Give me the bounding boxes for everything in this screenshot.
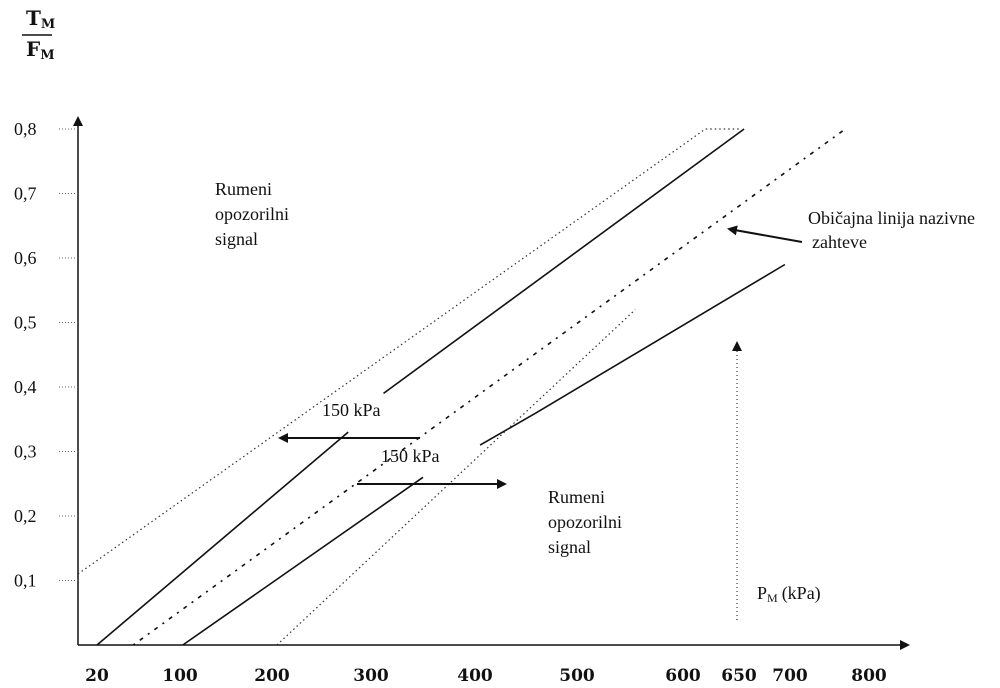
y-label-numerator-subscript: M (41, 17, 55, 32)
svg-text:TM: TM (26, 6, 55, 32)
y-tick-label: 0,5 (14, 313, 37, 333)
y-tick-label: 0,8 (14, 119, 37, 139)
offset-label-upper: 150 kPa (322, 400, 381, 420)
nominal-line-label-2: zahteve (812, 232, 867, 252)
x-axis-label: PM (kPa) (757, 583, 821, 605)
x-tick-label: 300 (353, 666, 389, 686)
y-label-numerator: T (26, 6, 41, 30)
nominal-line-label-1: Običajna linija nazivne (808, 208, 975, 228)
y-tick-label: 0,4 (14, 377, 37, 397)
x-label-unit: (kPa) (782, 583, 821, 604)
offset-label-lower: 150 kPa (381, 446, 440, 466)
y-label-denominator-subscript: M (40, 48, 54, 63)
upper-region-label-1: Rumeni (215, 179, 272, 199)
y-axis-label: TM FM (22, 6, 55, 63)
y-tick-label: 0,1 (14, 571, 37, 591)
x-tick-label: 650 (721, 666, 757, 686)
x-tick-label: 20 (85, 666, 109, 686)
series-group (77, 128, 846, 646)
x-tick-label: 800 (851, 666, 887, 686)
series-line-2 (96, 431, 349, 646)
y-tick-label: 0,6 (14, 248, 37, 268)
series-line-3 (383, 128, 745, 395)
y-label-denominator: F (26, 37, 40, 61)
x-tick-label: 600 (665, 666, 701, 686)
svg-text:FM: FM (26, 37, 55, 63)
y-tick-label: 0,7 (14, 184, 37, 204)
series-line-5 (182, 476, 424, 646)
nominal-line-pointer-arrow (727, 225, 803, 243)
upper-region-label-3: signal (215, 229, 258, 249)
y-tick-group: 0,1 0,2 0,3 0,4 0,5 0,6 0,7 0,8 (14, 119, 78, 591)
lower-region-label-3: signal (548, 537, 591, 557)
series-line-7 (276, 309, 636, 646)
x-label-subscript: M (767, 591, 778, 605)
y-tick-label: 0,2 (14, 506, 37, 526)
y-tick-label: 0,3 (14, 442, 37, 462)
x-tick-label: 400 (457, 666, 493, 686)
x-tick-label: 200 (254, 666, 290, 686)
x-tick-label: 100 (162, 666, 198, 686)
upper-region-label-2: opozorilni (215, 204, 289, 224)
x-tick-label: 700 (772, 666, 808, 686)
series-line-6 (479, 263, 786, 446)
lower-region-label-1: Rumeni (548, 487, 605, 507)
x-label-symbol: P (757, 583, 767, 603)
x-tick-group: 20 100 200 300 400 500 600 650 700 800 (85, 666, 887, 686)
x-tick-label: 500 (559, 666, 595, 686)
lower-region-label-2: opozorilni (548, 512, 622, 532)
